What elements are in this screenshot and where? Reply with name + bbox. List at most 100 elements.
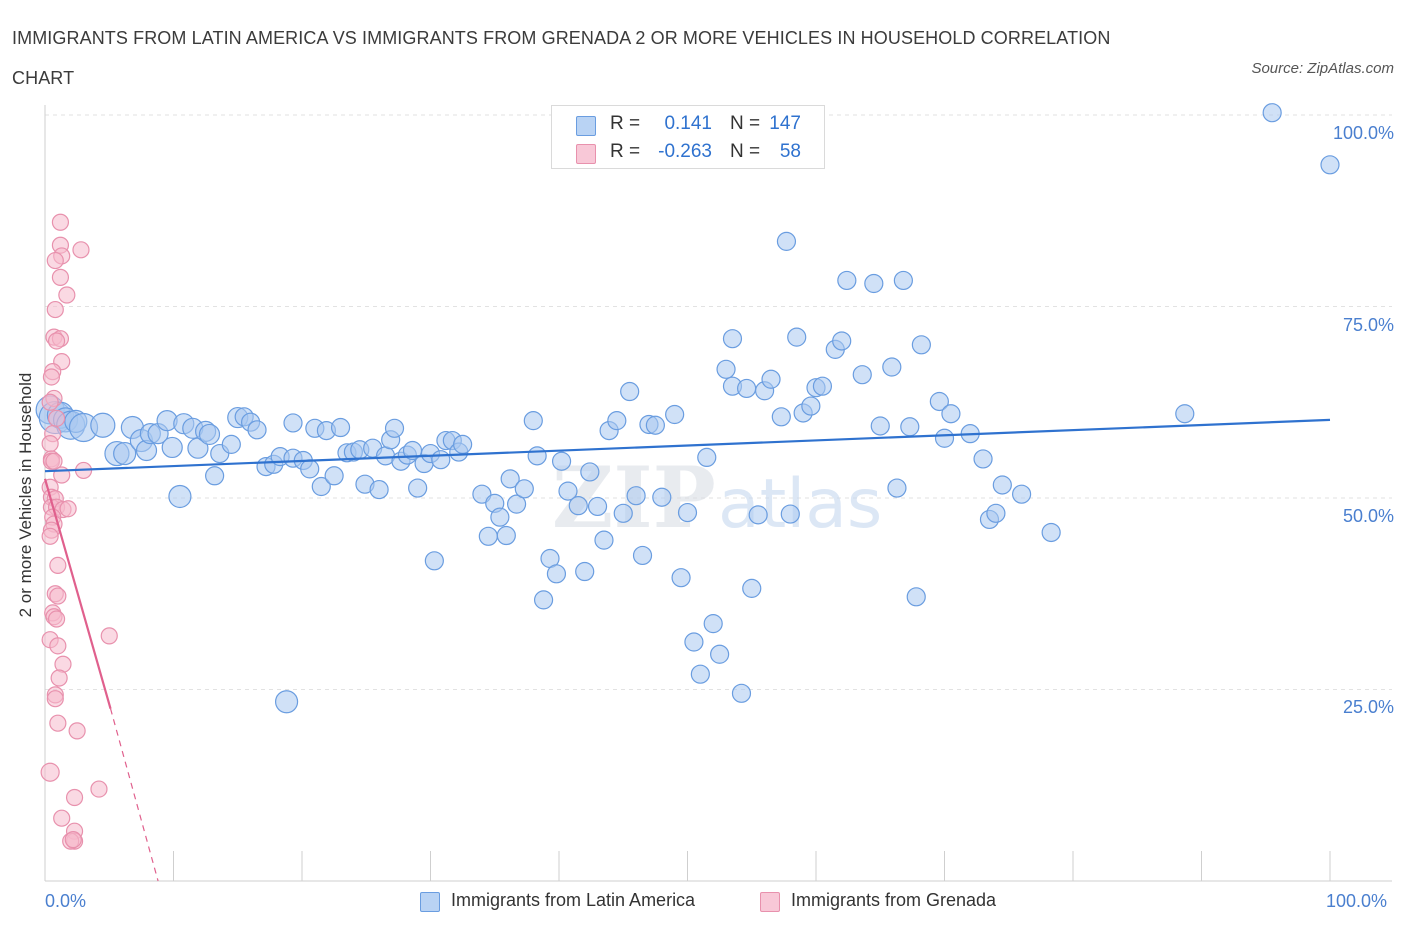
grenada-point [47,332,66,350]
r-value: -0.263 [658,141,712,162]
latin-america-point [812,376,833,396]
latin-america-point [665,404,685,425]
latin-america-point [568,496,588,516]
latin-america-point [1262,103,1282,123]
grenada-point [49,637,67,655]
latin-america-point [1320,155,1340,175]
latin-america-point [408,478,428,498]
latin-america-point [864,273,884,294]
latin-america-point [911,335,931,355]
latin-america-point [1175,404,1195,424]
latin-america-point [551,451,572,471]
latin-america-point [731,683,752,703]
latin-america-point [801,396,821,416]
latin-america-point [283,413,303,433]
latin-america-point [527,446,547,466]
grenada-point [42,368,61,386]
latin-america-point [490,507,510,527]
grenada-point [46,690,64,708]
latin-america-trend-line [44,418,1331,473]
latin-america-point [607,411,627,431]
latin-america-point [906,587,926,607]
latin-america-point [986,503,1006,523]
grenada-trend-extension [109,708,159,882]
latin-america-point [748,505,768,525]
latin-america-point [575,561,595,582]
latin-america-point [1041,522,1061,543]
latin-america-point [478,526,498,546]
latin-america-point [620,381,640,402]
latin-america-point [500,469,520,489]
latin-america-point [761,369,781,389]
latin-america-point [671,568,691,588]
n-value: 58 [779,141,801,162]
legend-label: Immigrants from Grenada [791,890,997,910]
pink-swatch [760,892,780,912]
blue-swatch [420,892,440,912]
grenada-point [41,527,59,545]
latin-america-point [973,449,993,469]
grenada-point [49,714,67,732]
latin-america-point [832,331,852,351]
latin-america-point [594,530,614,550]
grenada-point [49,556,67,575]
grenada-point [90,780,108,798]
latin-america-point [776,231,797,251]
grenada-point [100,627,118,645]
latin-america-point [645,415,665,435]
latin-america-point [992,475,1012,495]
latin-america-point [514,479,534,499]
grenada-point [65,788,84,807]
latin-america-point [703,614,723,634]
latin-america-point [113,441,137,466]
legend-label: Immigrants from Latin America [451,890,696,910]
latin-america-point [274,690,299,714]
latin-america-point [787,327,807,347]
source-label: Source: ZipAtlas.com [1251,60,1394,77]
grenada-point [41,435,59,453]
latin-america-point [90,412,116,438]
grenada-point [41,393,59,411]
latin-america-point [546,564,567,584]
r-value: 0.141 [664,113,712,134]
grenada-point [68,722,86,740]
grenada-point [59,500,77,518]
grenada-point [64,831,82,849]
latin-america-point [613,503,633,523]
latin-america-point [384,418,405,438]
grenada-point [45,452,63,470]
grenada-point [72,241,90,259]
latin-america-point [941,404,961,424]
y-tick-label: 50.0% [1342,506,1394,526]
x-tick-label: 0.0% [45,891,87,911]
blue-swatch [576,116,596,136]
latin-america-point [311,476,331,497]
latin-america-point [677,502,698,523]
grenada-point [47,610,66,628]
latin-america-point [324,466,344,486]
n-label: N = [730,141,761,162]
r-label: R = [610,141,641,162]
latin-america-point [929,391,949,412]
stats-row-grenada: R = -0.263 N = 58 [552,138,824,166]
latin-america-point [424,551,444,571]
latin-america-point [716,359,736,379]
latin-america-point [533,590,554,610]
watermark-atlas: atlas [718,465,882,544]
n-label: N = [730,113,761,134]
latin-america-point [771,407,791,427]
latin-america-point [934,428,955,448]
latin-america-point [198,423,221,446]
grenada-point [58,286,76,304]
grenada-point [49,587,67,605]
latin-america-point [870,416,890,436]
latin-america-point [496,525,516,546]
y-axis-label: 2 or more Vehicles in Household [16,372,35,618]
latin-america-point [737,378,757,399]
latin-america-point [168,484,192,509]
y-tick-label: 100.0% [1332,123,1394,143]
latin-america-point [523,411,543,431]
x-tick-label: 100.0% [1326,891,1388,911]
latin-america-point [893,270,913,291]
